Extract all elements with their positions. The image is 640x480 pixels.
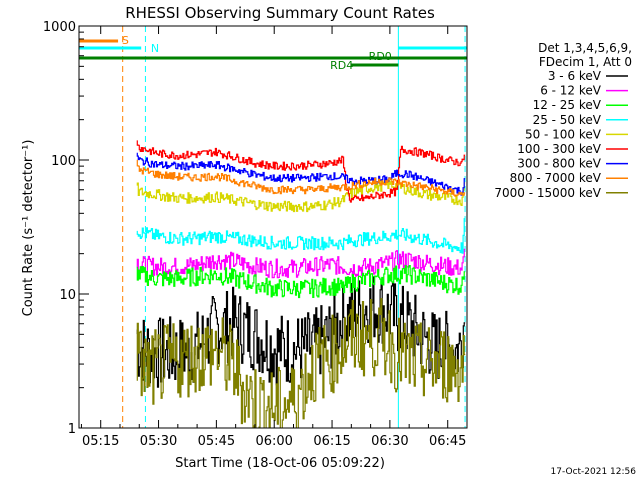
y-tick-label-1: 10: [59, 288, 76, 303]
flag-label-rd0: RD0: [369, 50, 392, 63]
series-line-1: [136, 248, 466, 279]
legend-label-8: 7000 - 15000 keV: [494, 186, 601, 200]
series-line-4: [136, 179, 466, 213]
legend-label-3: 25 - 50 keV: [533, 113, 602, 127]
legend-header-line-2: FDecim 1, Att 0: [539, 55, 632, 69]
y-axis-label: Count Rate (s⁻¹ detector⁻¹): [21, 140, 36, 317]
plot-frame: [78, 25, 468, 429]
series-line-6: [136, 152, 466, 196]
x-tick-label-1: 05:30: [140, 434, 177, 449]
x-tick-label-4: 06:15: [313, 434, 350, 449]
series-line-8: [136, 298, 466, 428]
y-tick-label-0: 1: [68, 422, 76, 437]
legend-header-line-1: Det 1,3,4,5,6,9,: [538, 41, 632, 55]
series-line-7: [136, 159, 466, 197]
x-tick-label-6: 06:45: [429, 434, 466, 449]
series-line-2: [136, 265, 466, 299]
legend-label-7: 800 - 7000 keV: [510, 171, 602, 185]
legend-label-4: 50 - 100 keV: [525, 127, 602, 141]
footer-timestamp: 17-Oct-2021 12:56: [551, 467, 637, 477]
x-tick-label-5: 06:30: [371, 434, 408, 449]
series-line-5: [136, 140, 466, 203]
legend-label-2: 12 - 25 keV: [533, 98, 602, 112]
x-tick-label-2: 05:45: [198, 434, 235, 449]
y-tick-label-3: 1000: [43, 20, 76, 35]
flag-label-rd4: RD4: [330, 59, 353, 72]
flag-label-s: S: [122, 34, 129, 47]
chart-title: RHESSI Observing Summary Count Rates: [125, 4, 435, 22]
x-axis-label: Start Time (18-Oct-06 05:09:22): [175, 456, 385, 471]
x-tick-label-3: 06:00: [255, 434, 292, 449]
series-line-3: [136, 218, 466, 254]
x-tick-label-0: 05:15: [82, 434, 119, 449]
legend-label-1: 6 - 12 keV: [540, 84, 602, 98]
y-tick-label-2: 100: [51, 154, 76, 169]
flag-label-n: N: [151, 42, 159, 55]
legend-label-5: 100 - 300 keV: [517, 142, 601, 156]
legend-label-0: 3 - 6 keV: [548, 69, 602, 83]
legend-label-6: 300 - 800 keV: [517, 157, 601, 171]
